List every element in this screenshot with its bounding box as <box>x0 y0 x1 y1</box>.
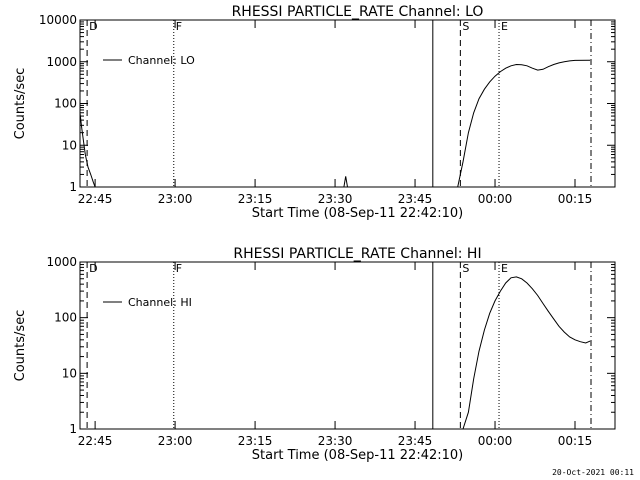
y-tick-label: 1000 <box>46 255 77 269</box>
y-axis-label: Counts/sec <box>13 68 28 140</box>
plot-frame <box>79 19 616 188</box>
series-line-0 <box>79 59 591 188</box>
y-tick-label: 1 <box>69 422 77 436</box>
x-tick-label: 23:00 <box>158 192 193 206</box>
x-tick-label: 00:00 <box>478 192 513 206</box>
y-tick-label: 100 <box>54 311 77 325</box>
x-tick-label: 00:15 <box>558 434 593 448</box>
y-tick-label: 10000 <box>39 13 77 27</box>
x-tick-label: 23:30 <box>318 434 353 448</box>
x-tick-label: 22:45 <box>78 434 113 448</box>
marker-label: E <box>501 262 508 275</box>
marker-label: F <box>176 262 182 275</box>
y-tick-label: 1 <box>69 180 77 194</box>
marker-label: D <box>89 20 97 33</box>
legend-label: Channel: LO <box>128 54 195 67</box>
x-tick-label: 23:30 <box>318 192 353 206</box>
y-tick-label: 1000 <box>46 55 77 69</box>
chart-panel-1: RHESSI PARTICLE_RATE Channel: HI 22:45 23:… <box>13 246 616 463</box>
legend-label: Channel: HI <box>128 296 192 309</box>
x-tick-label: 23:45 <box>398 192 433 206</box>
x-tick-label: 23:15 <box>238 434 273 448</box>
y-axis-label: Counts/sec <box>13 310 28 382</box>
x-axis-label: Start Time (08-Sep-11 22:42:10) <box>252 206 463 221</box>
x-tick-label: 22:45 <box>78 192 113 206</box>
y-tick-label: 10 <box>62 138 77 152</box>
marker-label: E <box>501 20 508 33</box>
y-tick-label: 10 <box>62 366 77 380</box>
y-tick-label: 100 <box>54 97 77 111</box>
x-tick-label: 23:15 <box>238 192 273 206</box>
footer-date: 20-Oct-2021 00:11 <box>552 468 634 477</box>
x-tick-label: 23:45 <box>398 434 433 448</box>
chart-title: RHESSI PARTICLE_RATE Channel: HI <box>233 246 481 262</box>
series-line-0 <box>462 276 591 430</box>
x-tick-label: 00:15 <box>558 192 593 206</box>
chart-title: RHESSI PARTICLE_RATE Channel: LO <box>232 4 484 20</box>
x-tick-label: 00:00 <box>478 434 513 448</box>
marker-label: D <box>89 262 97 275</box>
marker-label: S <box>462 262 469 275</box>
plot-frame <box>79 261 616 430</box>
marker-label: S <box>462 20 469 33</box>
marker-label: F <box>176 20 182 33</box>
x-axis-label: Start Time (08-Sep-11 22:42:10) <box>252 448 463 463</box>
chart-panel-0: RHESSI PARTICLE_RATE Channel: LO 22:45 23:… <box>13 4 616 221</box>
x-tick-label: 23:00 <box>158 434 193 448</box>
